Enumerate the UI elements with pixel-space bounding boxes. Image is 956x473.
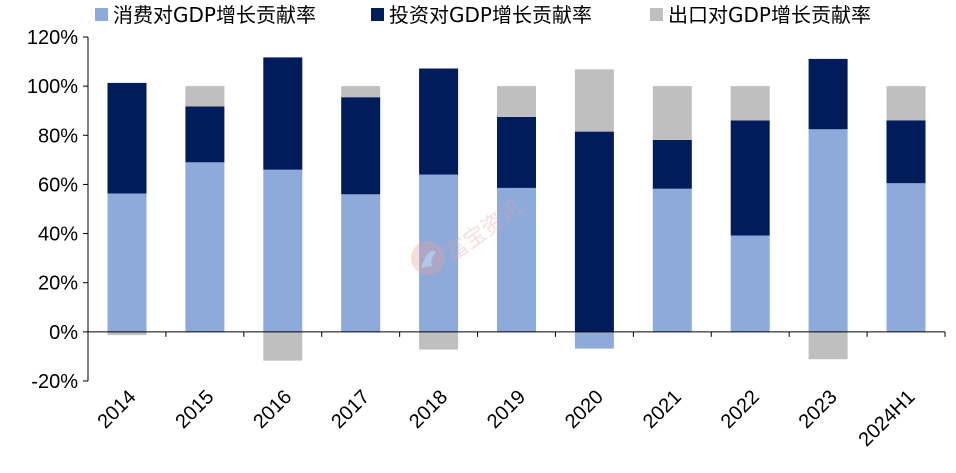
bar-2021-series-2: [652, 140, 692, 189]
bar-2024H1-series-3: [886, 86, 926, 121]
watermark-logo-icon: [411, 241, 445, 275]
x-tick-label: 2021: [639, 386, 686, 433]
legend: 消费对GDP增长贡献率 投资对GDP增长贡献率 出口对GDP增长贡献率: [95, 3, 871, 27]
bar-2017-series-2: [341, 97, 381, 195]
bar-2023-series-2: [808, 58, 848, 130]
bar-2018-series-2: [419, 68, 459, 175]
bar-2020-series-2: [574, 131, 614, 332]
y-tick-label: 80%: [38, 125, 78, 147]
bar-2016-series-2: [263, 57, 303, 170]
legend-swatch-3: [650, 8, 663, 21]
x-tick-label: 2020: [561, 386, 608, 433]
y-tick-label: 40%: [38, 224, 78, 246]
bar-2015-series-3: [185, 86, 225, 107]
bar-2020-series-3: [574, 69, 614, 132]
legend-label-2: 投资对GDP增长贡献率: [389, 3, 592, 27]
bar-2014-series-3: [107, 331, 147, 336]
x-tick-label: 2024H1: [854, 386, 919, 451]
bar-2023-series-3: [808, 331, 848, 360]
bar-2019-series-2: [497, 116, 536, 188]
bar-2024H1-series-2: [886, 120, 926, 184]
bar-2019-series-1: [497, 187, 536, 332]
bar-2021-series-1: [652, 188, 692, 332]
legend-label-3: 出口对GDP增长贡献率: [668, 3, 871, 27]
bar-2021-series-3: [652, 86, 692, 140]
bar-2016-series-1: [263, 169, 303, 332]
bar-2024H1-series-1: [886, 183, 926, 332]
y-tick-label: 20%: [38, 273, 78, 295]
bar-2015-series-2: [185, 106, 225, 163]
y-tick-label: -20%: [31, 371, 78, 393]
bar-2016-series-3: [263, 331, 303, 361]
bar-2018-series-1: [419, 174, 459, 332]
x-tick-label: 2016: [249, 386, 296, 433]
y-tick-label: 0%: [49, 322, 78, 344]
bar-2017-series-3: [341, 86, 381, 98]
bar-2014-series-2: [107, 82, 147, 194]
x-tick-label: 2019: [483, 386, 530, 433]
legend-swatch-1: [95, 8, 108, 21]
x-tick-label: 2014: [93, 386, 140, 433]
y-tick-label: 60%: [38, 174, 78, 196]
bar-2017-series-1: [341, 194, 381, 332]
x-tick-label: 2015: [171, 386, 218, 433]
bars: [107, 57, 926, 361]
y-tick-label: 100%: [27, 76, 78, 98]
x-tick-label: 2018: [405, 386, 452, 433]
watermark-flame-icon: [421, 250, 436, 268]
bar-2020-series-1: [574, 331, 614, 349]
y-tick-label: 120%: [27, 27, 78, 49]
bar-2022-series-1: [730, 235, 770, 332]
bar-2023-series-1: [808, 129, 848, 332]
x-tick-label: 2017: [327, 386, 374, 433]
x-tick-label: 2022: [717, 386, 764, 433]
bar-2018-series-3: [419, 331, 459, 350]
bar-2022-series-2: [730, 120, 770, 236]
x-tick-label: 2023: [795, 386, 842, 433]
bar-2022-series-3: [730, 86, 770, 121]
legend-label-1: 消费对GDP增长贡献率: [113, 3, 316, 27]
legend-swatch-2: [371, 8, 384, 21]
bar-2019-series-3: [497, 86, 536, 117]
bar-2014-series-1: [107, 193, 147, 332]
bar-2015-series-1: [185, 162, 225, 332]
